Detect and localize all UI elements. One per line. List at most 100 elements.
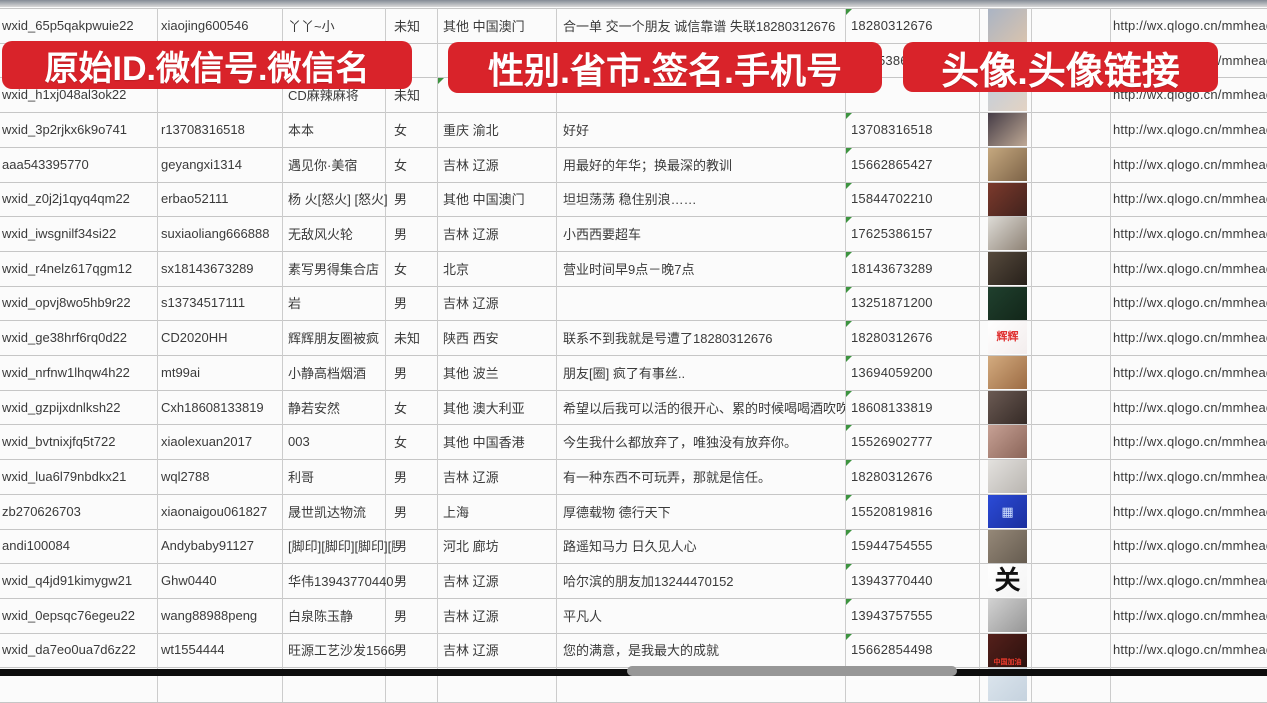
- cell-phone[interactable]: 15662854498: [845, 633, 979, 668]
- cell-wxid[interactable]: wxid_gzpijxdnlksh22: [2, 399, 121, 415]
- cell-region[interactable]: 吉林 辽源: [443, 227, 499, 243]
- cell-gender[interactable]: 女: [394, 261, 408, 277]
- cell-region[interactable]: 其他 中国澳门: [443, 18, 525, 34]
- cell-nickname[interactable]: 华伟13943770440: [288, 574, 394, 590]
- cell-phone[interactable]: 13251871200: [845, 286, 979, 321]
- cell-avatar[interactable]: [979, 112, 1031, 147]
- cell-weixin-id[interactable]: wang88988peng: [161, 607, 258, 623]
- cell-wxid[interactable]: wxid_ge38hrf6rq0d22: [2, 330, 128, 346]
- cell-wxid[interactable]: wxid_opvj8wo5hb9r22: [2, 295, 131, 311]
- cell-signature[interactable]: 今生我什么都放弃了，唯独没有放弃你。: [563, 435, 798, 451]
- cell-phone[interactable]: 18280312676: [845, 8, 979, 43]
- cell-avatar-url[interactable]: http://wx.qlogo.cn/mmhead: [1113, 399, 1267, 415]
- cell-nickname[interactable]: CD麻辣麻将: [288, 88, 359, 104]
- cell-avatar[interactable]: [979, 355, 1031, 390]
- cell-nickname[interactable]: 丫丫~小: [288, 18, 335, 34]
- cell-gender[interactable]: 男: [394, 365, 408, 381]
- cell-signature[interactable]: 用最好的年华；换最深的教训: [563, 157, 733, 173]
- cell-region[interactable]: 其他 中国香港: [443, 435, 525, 451]
- cell-phone[interactable]: 18143673289: [845, 251, 979, 286]
- cell-wxid[interactable]: wxid_lua6l79nbdkx21: [2, 468, 127, 484]
- cell-weixin-id[interactable]: Andybaby91127: [161, 538, 255, 554]
- cell-nickname[interactable]: 杨 火[怒火] [怒火]: [288, 192, 388, 208]
- cell-region[interactable]: 吉林 辽源: [443, 643, 499, 659]
- cell-avatar-url[interactable]: http://wx.qlogo.cn/mmhead: [1113, 538, 1267, 554]
- cell-wxid[interactable]: wxid_r4nelz617qgm12: [2, 260, 133, 276]
- cell-wxid[interactable]: wxid_bvtnixjfq5t722: [2, 434, 116, 450]
- cell-nickname[interactable]: 利哥: [288, 469, 315, 485]
- cell-weixin-id[interactable]: r13708316518: [161, 121, 245, 137]
- cell-region[interactable]: 重庆 渝北: [443, 122, 499, 138]
- cell-gender[interactable]: 男: [394, 504, 408, 520]
- cell-avatar[interactable]: 辉辉: [979, 320, 1031, 355]
- cell-weixin-id[interactable]: wql2788: [161, 468, 210, 484]
- cell-empty[interactable]: [1031, 355, 1110, 390]
- cell-nickname[interactable]: 无敌风火轮: [288, 227, 354, 243]
- cell-gender[interactable]: 男: [394, 608, 408, 624]
- cell-gender[interactable]: 女: [394, 435, 408, 451]
- cell-avatar-url[interactable]: http://wx.qlogo.cn/mmhead: [1113, 260, 1267, 276]
- cell-empty[interactable]: [1031, 494, 1110, 529]
- cell-empty[interactable]: [1031, 390, 1110, 425]
- cell-empty[interactable]: [1031, 424, 1110, 459]
- cell-phone[interactable]: 13708316518: [845, 112, 979, 147]
- cell-avatar[interactable]: 中国加油: [979, 633, 1031, 668]
- cell-empty[interactable]: [1031, 147, 1110, 182]
- cell-avatar[interactable]: [979, 390, 1031, 425]
- cell-nickname[interactable]: 素写男得集合店: [288, 261, 380, 277]
- cell-region[interactable]: 上海: [443, 504, 470, 520]
- cell-wxid[interactable]: aaa543395770: [2, 156, 89, 172]
- cell-wxid[interactable]: wxid_iwsgnilf34si22: [2, 226, 117, 242]
- cell-avatar-url[interactable]: http://wx.qlogo.cn/mmhead: [1113, 330, 1267, 346]
- cell-phone[interactable]: 18280312676: [845, 459, 979, 494]
- cell-weixin-id[interactable]: xiaolexuan2017: [161, 434, 253, 450]
- cell-signature[interactable]: 厚德载物 德行天下: [563, 504, 671, 520]
- cell-signature[interactable]: 好好: [563, 122, 590, 138]
- cell-weixin-id[interactable]: suxiaoliang666888: [161, 226, 270, 242]
- cell-signature[interactable]: 朋友[圈] 疯了有事丝..: [563, 365, 686, 381]
- cell-signature[interactable]: 有一种东西不可玩弄，那就是信任。: [563, 469, 772, 485]
- cell-region[interactable]: [437, 77, 556, 112]
- cell-gender[interactable]: 男: [394, 539, 408, 555]
- cell-phone[interactable]: 18608133819: [845, 390, 979, 425]
- cell-avatar[interactable]: [979, 598, 1031, 633]
- cell-avatar[interactable]: [979, 251, 1031, 286]
- cell-wxid[interactable]: wxid_da7eo0ua7d6z22: [2, 642, 136, 658]
- cell-empty[interactable]: [1031, 251, 1110, 286]
- cell-avatar[interactable]: [979, 286, 1031, 321]
- cell-empty[interactable]: [1031, 320, 1110, 355]
- cell-region[interactable]: 其他 波兰: [443, 365, 499, 381]
- cell-empty[interactable]: [1031, 112, 1110, 147]
- cell-signature[interactable]: 合一单 交一个朋友 诚信靠谱 失联18280312676: [563, 18, 836, 34]
- cell-avatar-url[interactable]: http://wx.qlogo.cn/mmhead: [1113, 364, 1267, 380]
- cell-phone[interactable]: 15526902777: [845, 424, 979, 459]
- cell-weixin-id[interactable]: xiaojing600546: [161, 17, 249, 33]
- cell-signature[interactable]: 联系不到我就是号遭了18280312676: [563, 331, 773, 347]
- cell-phone[interactable]: 13694059200: [845, 355, 979, 390]
- cell-avatar[interactable]: [979, 424, 1031, 459]
- cell-weixin-id[interactable]: wt1554444: [161, 642, 225, 658]
- cell-empty[interactable]: [1031, 286, 1110, 321]
- cell-wxid[interactable]: wxid_65p5qakpwuie22: [2, 17, 134, 33]
- cell-phone[interactable]: 15662865427: [845, 147, 979, 182]
- cell-nickname[interactable]: 白泉陈玉静: [288, 608, 354, 624]
- cell-empty[interactable]: [1031, 529, 1110, 564]
- cell-weixin-id[interactable]: geyangxi1314: [161, 156, 242, 172]
- cell-signature[interactable]: 平凡人: [563, 608, 603, 624]
- cell-empty[interactable]: [1031, 182, 1110, 217]
- cell-avatar[interactable]: [979, 182, 1031, 217]
- cell-nickname[interactable]: 静若安然: [288, 400, 341, 416]
- cell-avatar-url[interactable]: http://wx.qlogo.cn/mmhead: [1113, 191, 1267, 207]
- cell-avatar-url[interactable]: http://wx.qlogo.cn/mmhead: [1113, 156, 1267, 172]
- cell-avatar-url[interactable]: http://wx.qlogo.cn/mmhead: [1113, 468, 1267, 484]
- cell-weixin-id[interactable]: s13734517111: [161, 295, 246, 311]
- cell-avatar-url[interactable]: http://wx.qlogo.cn/mmhead: [1113, 434, 1267, 450]
- cell-weixin-id[interactable]: erbao52111: [161, 191, 229, 207]
- cell-wxid[interactable]: wxid_0epsqc76egeu22: [2, 607, 135, 623]
- cell-nickname[interactable]: [脚印][脚印][脚印][脚印]: [288, 539, 395, 555]
- cell-nickname[interactable]: 晟世凯达物流: [288, 504, 367, 520]
- cell-signature[interactable]: 路遥知马力 日久见人心: [563, 539, 697, 555]
- cell-phone[interactable]: 5386: [878, 52, 908, 68]
- cell-avatar-url[interactable]: http://wx.qlogo.cn/mmhead: [1113, 295, 1267, 311]
- cell-region[interactable]: 河北 廊坊: [443, 539, 499, 555]
